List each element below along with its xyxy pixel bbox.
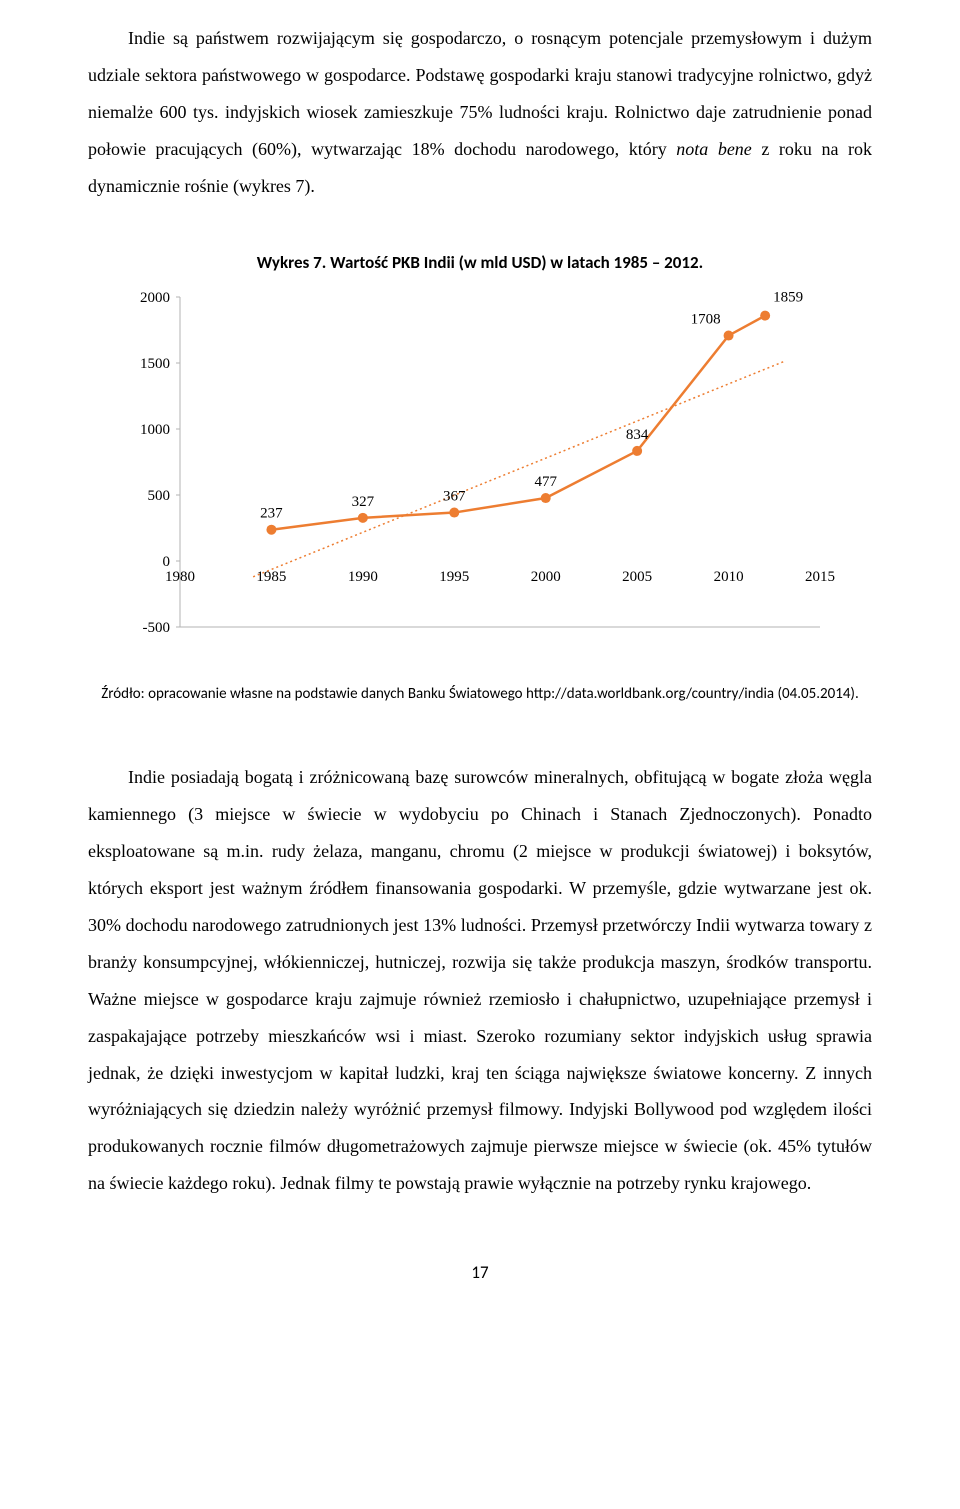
svg-text:2015: 2015	[805, 569, 835, 585]
svg-text:2000: 2000	[140, 290, 170, 306]
paragraph-1: Indie są państwem rozwijającym się gospo…	[88, 20, 872, 204]
para1-text-italic: nota bene	[676, 139, 752, 159]
chart-source-note: Źródło: opracowanie własne na podstawie …	[88, 685, 872, 703]
line-chart-svg: -500 0 500 1000 1500 2000 1980 1985 1990 1995 2000…	[120, 287, 840, 667]
svg-text:1500: 1500	[140, 356, 170, 372]
gdp-chart: Wykres 7. Wartość PKB Indii (w mld USD) …	[88, 252, 872, 667]
svg-text:1859: 1859	[773, 290, 803, 306]
svg-text:1995: 1995	[439, 569, 469, 585]
svg-text:-500: -500	[143, 620, 171, 636]
svg-text:327: 327	[352, 494, 375, 510]
para2-text: Indie posiadają bogatą i zróżnicowaną ba…	[88, 767, 872, 1193]
svg-text:1980: 1980	[165, 569, 195, 585]
svg-text:2000: 2000	[531, 569, 561, 585]
svg-text:2010: 2010	[714, 569, 744, 585]
svg-text:237: 237	[260, 506, 283, 522]
svg-text:1985: 1985	[256, 569, 286, 585]
svg-text:1990: 1990	[348, 569, 378, 585]
svg-text:477: 477	[534, 474, 557, 490]
svg-text:500: 500	[148, 488, 171, 504]
svg-text:1708: 1708	[691, 312, 721, 328]
svg-text:2005: 2005	[622, 569, 652, 585]
svg-text:367: 367	[443, 489, 466, 505]
svg-text:1000: 1000	[140, 422, 170, 438]
page-number: 17	[88, 1262, 872, 1283]
svg-text:0: 0	[163, 554, 171, 570]
paragraph-2: Indie posiadają bogatą i zróżnicowaną ba…	[88, 759, 872, 1202]
chart-canvas: -500 0 500 1000 1500 2000 1980 1985 1990 1995 2000…	[88, 287, 872, 667]
svg-text:834: 834	[626, 427, 649, 443]
chart-title: Wykres 7. Wartość PKB Indii (w mld USD) …	[88, 252, 872, 273]
